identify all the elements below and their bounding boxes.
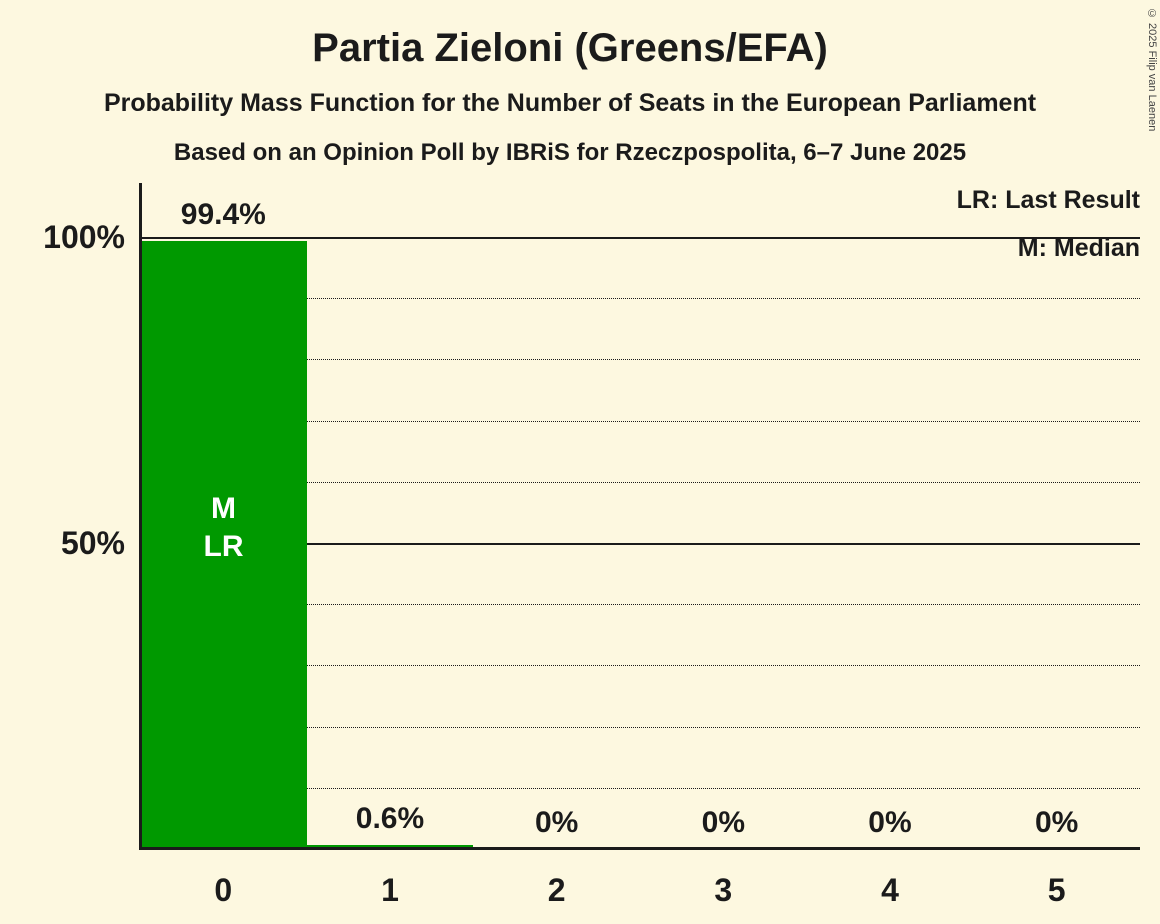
chart-subtitle: Probability Mass Function for the Number… [103,89,1037,117]
gridline-dotted-10 [140,787,1140,789]
gridline-dotted-70 [140,420,1140,422]
copyright-note: © 2025 Filip van Laenen [1146,8,1158,132]
gridline-solid-50 [140,543,1140,545]
value-label-seats-3: 0% [701,806,745,839]
chart-title: Partia Zieloni (Greens/EFA) [312,26,828,70]
x-tick-3: 3 [714,872,733,908]
gridline-dotted-60 [140,481,1140,483]
median-last-result-marker: M LR [140,490,307,566]
bar-seats-0 [140,240,307,849]
value-label-seats-1: 0.6% [355,802,425,836]
gridline-solid-100 [140,237,1140,239]
x-tick-1: 1 [381,872,399,908]
last-result-marker-label: LR [203,530,244,563]
gridline-dotted-40 [140,604,1140,606]
value-label-seats-5: 0% [1034,806,1079,839]
gridline-dotted-90 [140,298,1140,300]
x-tick-0: 0 [214,872,233,908]
legend-last-result: LR: Last Result [956,186,1140,214]
gridline-dotted-30 [140,665,1140,667]
y-axis-line [139,183,142,849]
x-tick-5: 5 [1047,872,1066,908]
gridline-dotted-80 [140,359,1140,361]
y-tick-100: 100% [43,219,125,255]
x-tick-2: 2 [547,872,566,908]
y-tick-50: 50% [60,525,125,561]
value-label-seats-2: 0% [534,806,579,839]
gridline-dotted-20 [140,726,1140,728]
chart-source-line: Based on an Opinion Poll by IBRiS for Rz… [173,139,967,166]
value-label-seats-0: 99.4% [180,197,266,231]
x-tick-4: 4 [881,872,899,908]
value-label-seats-4: 0% [868,806,912,839]
median-marker-label: M [211,492,236,525]
x-axis-line [139,847,1140,850]
